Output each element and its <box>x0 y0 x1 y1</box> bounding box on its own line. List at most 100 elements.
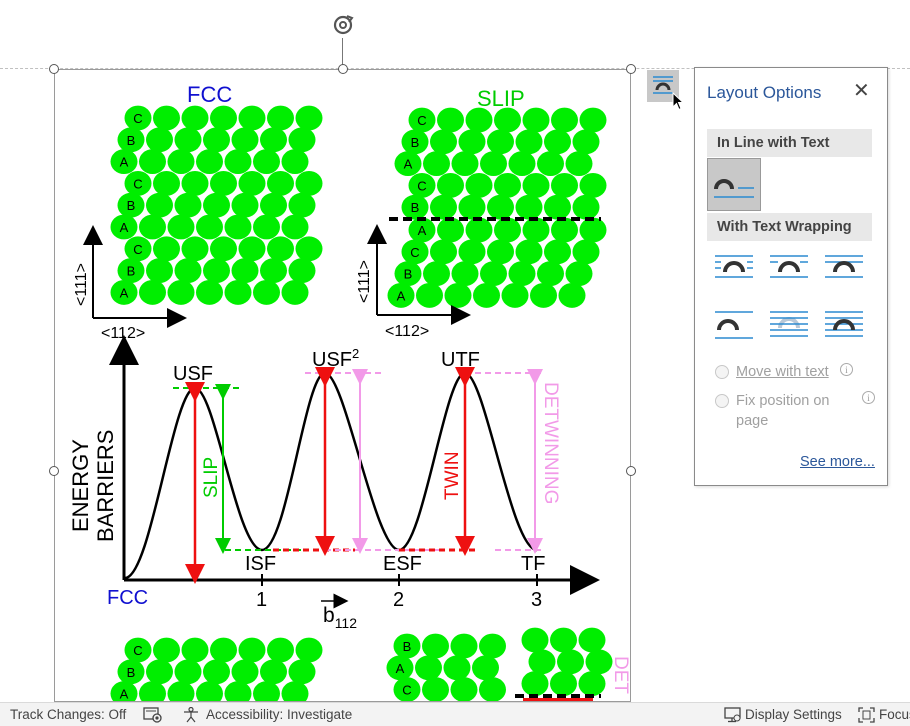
valley-label-esf: ESF <box>383 553 422 575</box>
atom <box>386 655 414 681</box>
atom <box>508 261 536 287</box>
layout-options-button[interactable] <box>647 70 679 102</box>
atom <box>578 627 606 653</box>
atom <box>443 655 471 681</box>
origin-label-fcc: FCC <box>107 587 148 609</box>
wrap-top-bottom-option[interactable] <box>709 300 761 350</box>
atom <box>181 637 209 663</box>
atom <box>110 279 138 305</box>
atom <box>522 217 550 243</box>
atom <box>465 172 493 198</box>
atom <box>550 627 577 653</box>
resize-handle-middle-right[interactable] <box>626 466 636 476</box>
atom <box>578 671 606 697</box>
atom <box>124 170 152 196</box>
atom <box>295 637 323 663</box>
atom <box>139 681 166 701</box>
atom <box>124 236 152 262</box>
stack-letter: A <box>396 661 405 676</box>
atom <box>394 261 422 287</box>
atom <box>450 677 478 701</box>
atom <box>146 192 173 218</box>
close-icon[interactable]: ✕ <box>853 80 870 102</box>
track-changes-status[interactable]: Track Changes: Off <box>10 707 127 722</box>
wrapping-section-header: With Text Wrapping <box>707 213 872 241</box>
move-with-text-radio[interactable] <box>715 365 729 379</box>
atom <box>153 170 180 196</box>
fcc-panel-title: FCC <box>187 82 232 107</box>
behind-text-option[interactable] <box>764 300 816 350</box>
atom <box>422 633 449 659</box>
atom <box>437 107 464 133</box>
focus-icon[interactable] <box>858 707 876 723</box>
atom <box>430 194 457 220</box>
resize-handle-middle-left[interactable] <box>49 466 59 476</box>
move-with-text-text: Move with text <box>736 364 829 380</box>
atom <box>288 127 316 153</box>
atom <box>579 172 607 198</box>
atom <box>551 107 578 133</box>
rotate-stem <box>342 38 343 68</box>
atom <box>196 681 223 701</box>
atom <box>210 637 237 663</box>
display-settings-icon[interactable] <box>724 707 742 723</box>
atom <box>267 170 294 196</box>
see-more-link[interactable]: See more... <box>800 454 875 470</box>
rotate-handle-icon[interactable] <box>330 12 356 38</box>
in-line-with-text-option[interactable] <box>707 158 761 211</box>
resize-handle-top-center[interactable] <box>338 64 348 74</box>
atom <box>153 236 180 262</box>
atom <box>224 214 252 240</box>
atom <box>522 107 550 133</box>
behind-text-icon <box>770 311 808 337</box>
atom <box>139 214 166 240</box>
resize-handle-top-right[interactable] <box>626 64 636 74</box>
atom <box>579 217 607 243</box>
info-icon[interactable]: i <box>840 363 853 376</box>
x-axis-label-b: b112 <box>323 604 357 631</box>
accessibility-icon[interactable] <box>183 707 201 723</box>
atom <box>281 681 309 701</box>
mouse-cursor-icon <box>672 92 685 111</box>
atom <box>508 151 536 177</box>
atom <box>572 194 600 220</box>
accessibility-status[interactable]: Accessibility: Investigate <box>206 707 353 722</box>
atom <box>530 282 557 308</box>
focus-button[interactable]: Focus <box>879 707 910 722</box>
wrap-square-option[interactable] <box>709 244 761 294</box>
move-with-text-label: Move with text <box>736 362 829 382</box>
macro-recording-icon[interactable] <box>143 707 163 723</box>
atom <box>146 127 173 153</box>
wrap-square-icon <box>715 255 753 278</box>
atom <box>238 236 266 262</box>
atom <box>231 127 259 153</box>
in-front-of-text-option[interactable] <box>819 300 871 350</box>
page-margin-guide <box>0 68 910 69</box>
atom <box>408 217 436 243</box>
info-icon[interactable]: i <box>862 391 875 404</box>
peak-label-usf: USF <box>173 363 213 385</box>
detwinning-energy-label: DETWINNING <box>540 382 561 504</box>
wrap-tight-option[interactable] <box>764 244 816 294</box>
atom <box>210 170 237 196</box>
atom <box>528 649 556 675</box>
atom <box>167 214 195 240</box>
atom <box>501 282 529 308</box>
atom <box>110 681 138 701</box>
wrap-through-option[interactable] <box>819 244 871 294</box>
atom <box>196 149 223 175</box>
atom <box>174 127 202 153</box>
atom <box>146 659 173 685</box>
fix-position-label-1: Fix position on <box>736 393 830 409</box>
fix-position-radio[interactable] <box>715 394 729 408</box>
atom <box>253 681 280 701</box>
slip-energy-label: SLIP <box>201 457 222 498</box>
stack-letter: A <box>120 285 129 300</box>
atom <box>139 279 166 305</box>
x-tick-label-3: 3 <box>531 589 542 611</box>
atom <box>408 172 436 198</box>
display-settings-button[interactable]: Display Settings <box>745 707 842 722</box>
resize-handle-top-left[interactable] <box>49 64 59 74</box>
